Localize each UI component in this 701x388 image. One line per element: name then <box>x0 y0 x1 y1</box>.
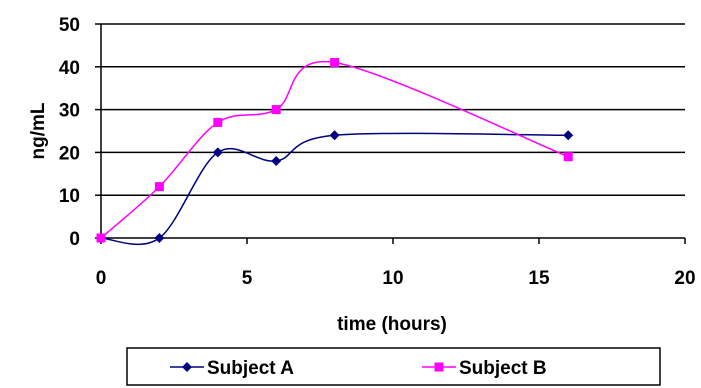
legend-marker-subject-a <box>182 362 192 372</box>
y-tick-label-0: 0 <box>69 229 80 250</box>
series-1-marker-4 <box>330 58 340 68</box>
y-tick-labels: 0 10 20 30 40 50 <box>59 15 80 250</box>
grid-lines <box>101 23 685 196</box>
series-0-marker-1 <box>154 233 165 243</box>
legend-label-subject-a: Subject A <box>207 358 294 379</box>
series-1-marker-1 <box>154 182 164 192</box>
x-tick-labels: 0 5 10 15 20 <box>96 268 696 289</box>
series-1-marker-0 <box>96 233 106 243</box>
y-tick-label-50: 50 <box>59 15 80 36</box>
series-markers <box>96 58 574 243</box>
series-0-line <box>100 132 569 246</box>
series-1-marker-5 <box>563 152 573 162</box>
x-tick-label-0: 0 <box>96 268 107 289</box>
x-tick-label-15: 15 <box>528 268 550 289</box>
y-tick-label-20: 20 <box>59 143 80 164</box>
y-tick-label-40: 40 <box>59 58 80 79</box>
legend-marker-subject-b <box>434 362 444 372</box>
series-1-marker-3 <box>271 105 281 115</box>
series-0-marker-4 <box>329 130 340 141</box>
y-tick-label-30: 30 <box>59 101 80 122</box>
legend: Subject A Subject B <box>126 347 661 386</box>
x-tick-label-5: 5 <box>242 268 253 289</box>
legend-box <box>126 347 661 386</box>
x-axis-title: time (hours) <box>337 314 447 335</box>
series-0-marker-3 <box>271 155 282 166</box>
series-1-marker-2 <box>213 117 223 127</box>
y-axis-title: ng/mL <box>28 102 49 159</box>
x-tick-label-10: 10 <box>382 268 403 289</box>
series-0-marker-5 <box>563 130 574 141</box>
y-tick-label-10: 10 <box>59 186 80 207</box>
series-1-line <box>100 60 569 239</box>
x-tick-label-20: 20 <box>674 268 695 289</box>
series-0-marker-2 <box>212 147 223 158</box>
legend-label-subject-b: Subject B <box>459 358 547 379</box>
